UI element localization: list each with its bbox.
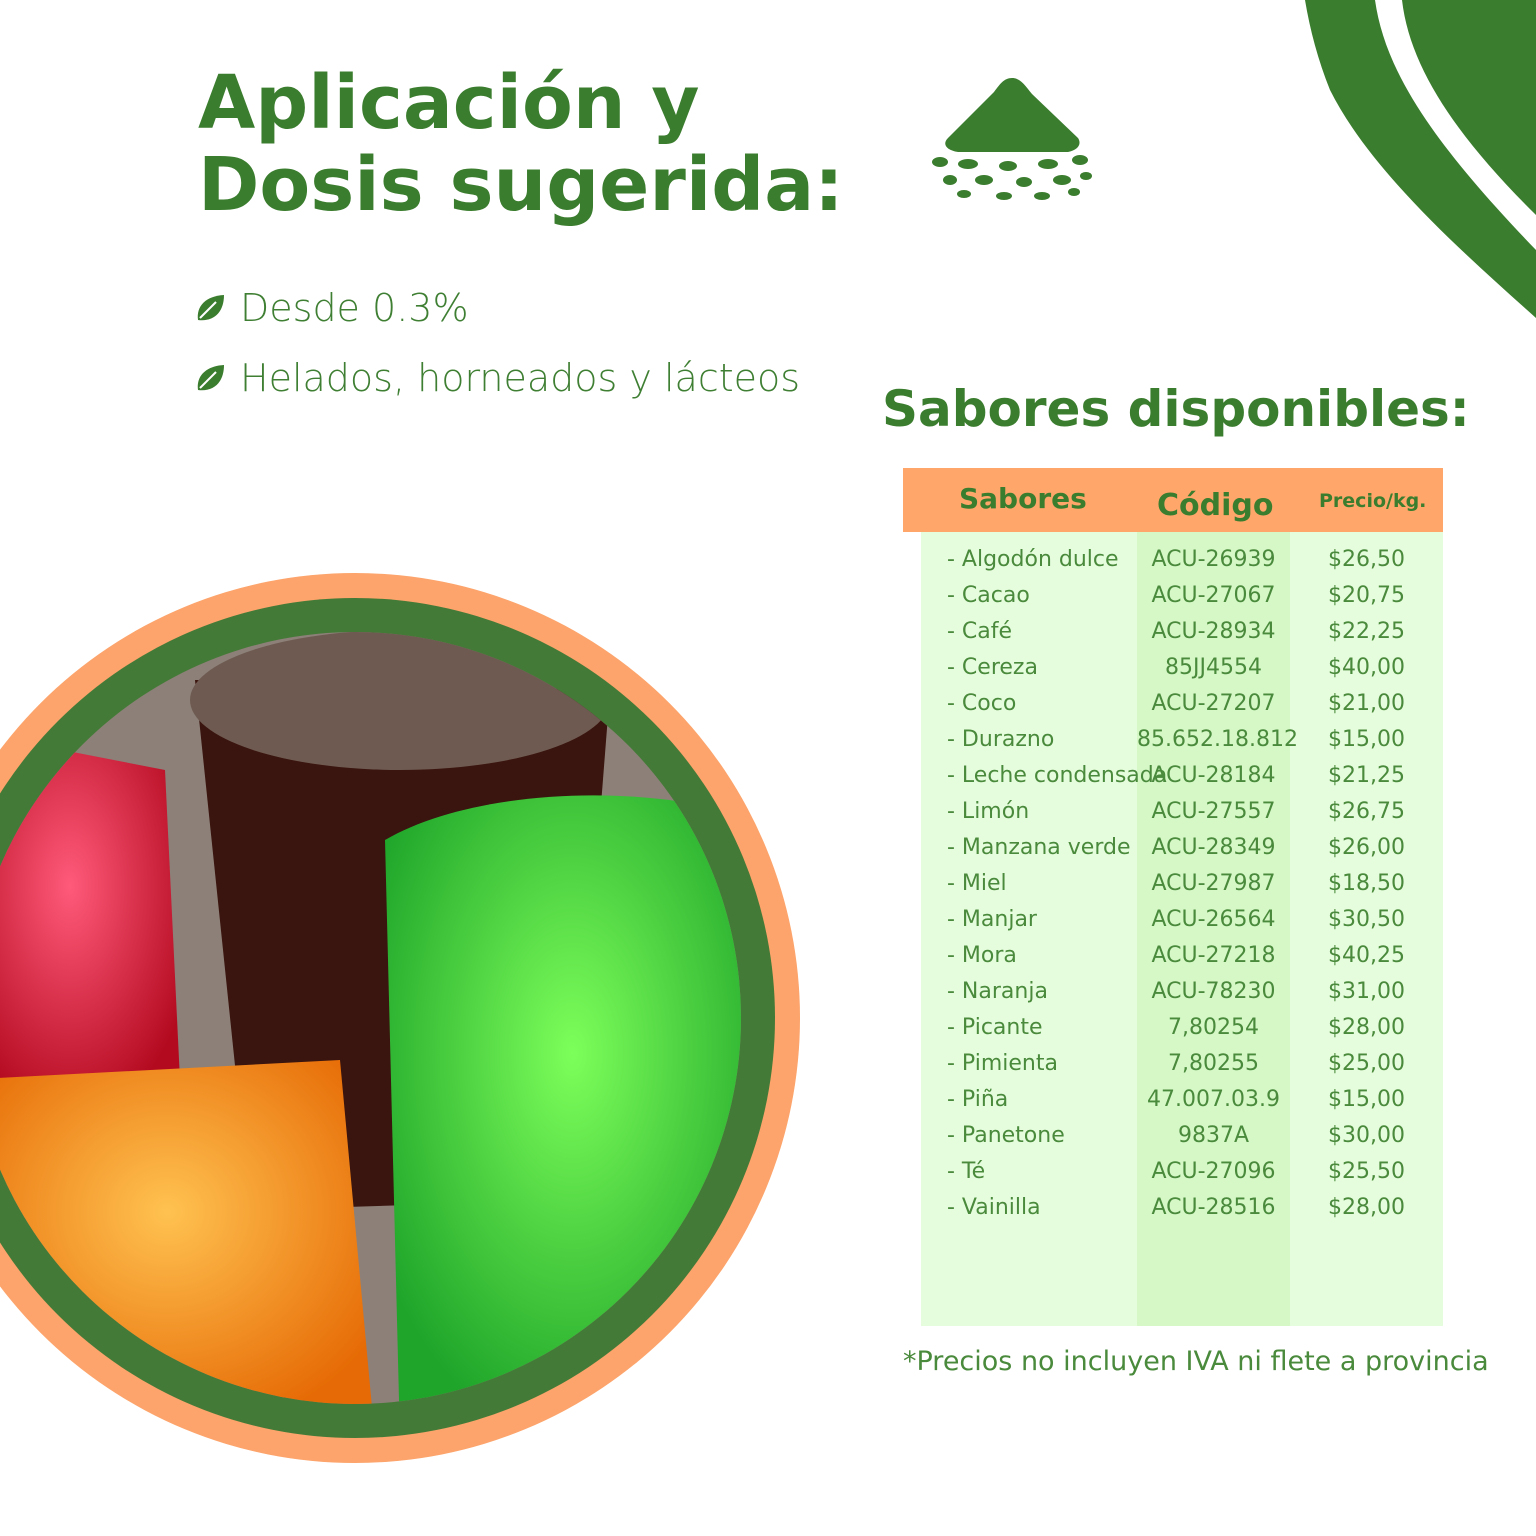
table-row: - Panetone 9837A $30,00: [921, 1119, 1443, 1155]
flavor-code: 85JJ4554: [1165, 655, 1262, 680]
flavor-code: ACU-27218: [1151, 943, 1276, 968]
flavor-code: 7,80254: [1168, 1015, 1259, 1040]
flavor-code: ACU-26564: [1151, 907, 1276, 932]
table-row: - Piña 47.007.03.9 $15,00: [921, 1083, 1443, 1119]
flavor-code: ACU-28934: [1151, 619, 1276, 644]
flavor-code: ACU-78230: [1151, 979, 1276, 1004]
flavor-name: - Miel: [947, 871, 1007, 896]
flavor-price: $30,50: [1328, 907, 1405, 932]
flavor-price: $30,00: [1328, 1123, 1405, 1148]
corner-decoration: [1305, 0, 1536, 318]
header-precio: Precio/kg.: [1319, 490, 1427, 512]
table-row: - Manzana verde ACU-28349 $26,00: [921, 831, 1443, 867]
table-row: - Café ACU-28934 $22,25: [921, 615, 1443, 651]
flavor-name: - Coco: [947, 691, 1017, 716]
flavor-code: 9837A: [1177, 1123, 1250, 1148]
flavor-price: $25,50: [1328, 1159, 1405, 1184]
flavor-price: $28,00: [1328, 1015, 1405, 1040]
flavor-price: $18,50: [1328, 871, 1405, 896]
code-column-bg: [1137, 532, 1290, 1326]
table-row: - Miel ACU-27987 $18,50: [921, 867, 1443, 903]
bullet-dose: Desde 0.3%: [194, 286, 469, 330]
table-row: - Algodón dulce ACU-26939 $26,50: [921, 543, 1443, 579]
table-row: - Coco ACU-27207 $21,00: [921, 687, 1443, 723]
table-row: - Pimienta 7,80255 $25,00: [921, 1047, 1443, 1083]
flavor-price: $40,25: [1328, 943, 1405, 968]
flavor-code: ACU-27557: [1151, 799, 1276, 824]
table-row: - Limón ACU-27557 $26,75: [921, 795, 1443, 831]
table-row: - Cereza 85JJ4554 $40,00: [921, 651, 1443, 687]
title-line-2: Dosis sugerida:: [198, 142, 844, 228]
flavor-price: $40,00: [1328, 655, 1405, 680]
table-row: - Leche condensada ACU-28184 $21,25: [921, 759, 1443, 795]
flavor-code: ACU-26939: [1151, 547, 1276, 572]
flavor-price: $26,00: [1328, 835, 1405, 860]
flavor-name: - Té: [947, 1159, 986, 1184]
flavor-code: ACU-27987: [1151, 871, 1276, 896]
flavor-code: 85.652.18.812: [1137, 727, 1298, 752]
table-row: - Té ACU-27096 $25,50: [921, 1155, 1443, 1191]
flavor-name: - Limón: [947, 799, 1030, 824]
flavor-name: - Naranja: [947, 979, 1048, 1004]
flavor-code: 7,80255: [1168, 1051, 1259, 1076]
bullet-applications: Helados, horneados y lácteos: [194, 356, 800, 400]
flavor-name: - Durazno: [947, 727, 1055, 752]
flavor-name: - Algodón dulce: [947, 547, 1119, 572]
header-codigo: Código: [1157, 488, 1274, 523]
flavor-name: - Mora: [947, 943, 1017, 968]
table-row: - Picante 7,80254 $28,00: [921, 1011, 1443, 1047]
flavor-name: - Manzana verde: [947, 835, 1131, 860]
flavor-price: $21,25: [1328, 763, 1405, 788]
flavor-price: $25,00: [1328, 1051, 1405, 1076]
flavor-name: - Cacao: [947, 583, 1030, 608]
bullet-text: Desde 0.3%: [240, 286, 469, 330]
leaf-icon: [197, 295, 224, 321]
flavor-name: - Picante: [947, 1015, 1043, 1040]
flavor-name: - Leche condensada: [947, 763, 1168, 788]
table-row: - Mora ACU-27218 $40,25: [921, 939, 1443, 975]
flavor-name: - Café: [947, 619, 1013, 644]
flavor-price: $22,25: [1328, 619, 1405, 644]
flavor-name: - Vainilla: [947, 1195, 1041, 1220]
flavor-name: - Manjar: [947, 907, 1037, 932]
footnote: *Precios no incluyen IVA ni flete a prov…: [903, 1346, 1489, 1377]
table-row: - Durazno 85.652.18.812 $15,00: [921, 723, 1443, 759]
flavors-title: Sabores disponibles:: [882, 380, 1470, 438]
table-row: - Manjar ACU-26564 $30,50: [921, 903, 1443, 939]
bullet-text: Helados, horneados y lácteos: [240, 356, 801, 400]
powder-pile-icon: [932, 78, 1092, 200]
flavor-name: - Pimienta: [947, 1051, 1058, 1076]
flavor-price: $28,00: [1328, 1195, 1405, 1220]
flavor-code: ACU-27207: [1151, 691, 1276, 716]
page-title: Aplicación y Dosis sugerida:: [198, 62, 844, 226]
flavor-price: $15,00: [1328, 1087, 1405, 1112]
flavor-name: - Panetone: [947, 1123, 1065, 1148]
leaf-icon: [197, 365, 224, 391]
drinks-photo: [0, 573, 800, 1463]
header-sabores: Sabores: [959, 482, 1087, 515]
flavor-name: - Cereza: [947, 655, 1038, 680]
flavor-code: ACU-28184: [1151, 763, 1276, 788]
flavor-price: $31,00: [1328, 979, 1405, 1004]
flavor-price: $20,75: [1328, 583, 1405, 608]
flavor-price: $15,00: [1328, 727, 1405, 752]
flavor-price: $21,00: [1328, 691, 1405, 716]
flavor-code: 47.007.03.9: [1147, 1087, 1280, 1112]
table-header: Sabores Código Precio/kg.: [903, 468, 1443, 532]
title-line-1: Aplicación y: [198, 60, 700, 146]
flavor-code: ACU-28349: [1151, 835, 1276, 860]
flavor-code: ACU-28516: [1151, 1195, 1276, 1220]
table-row: - Cacao ACU-27067 $20,75: [921, 579, 1443, 615]
flavor-name: - Piña: [947, 1087, 1009, 1112]
flavor-code: ACU-27067: [1151, 583, 1276, 608]
flavor-price: $26,50: [1328, 547, 1405, 572]
table-row: - Naranja ACU-78230 $31,00: [921, 975, 1443, 1011]
table-row: - Vainilla ACU-28516 $28,00: [921, 1191, 1443, 1227]
flavor-code: ACU-27096: [1151, 1159, 1276, 1184]
flavor-price: $26,75: [1328, 799, 1405, 824]
